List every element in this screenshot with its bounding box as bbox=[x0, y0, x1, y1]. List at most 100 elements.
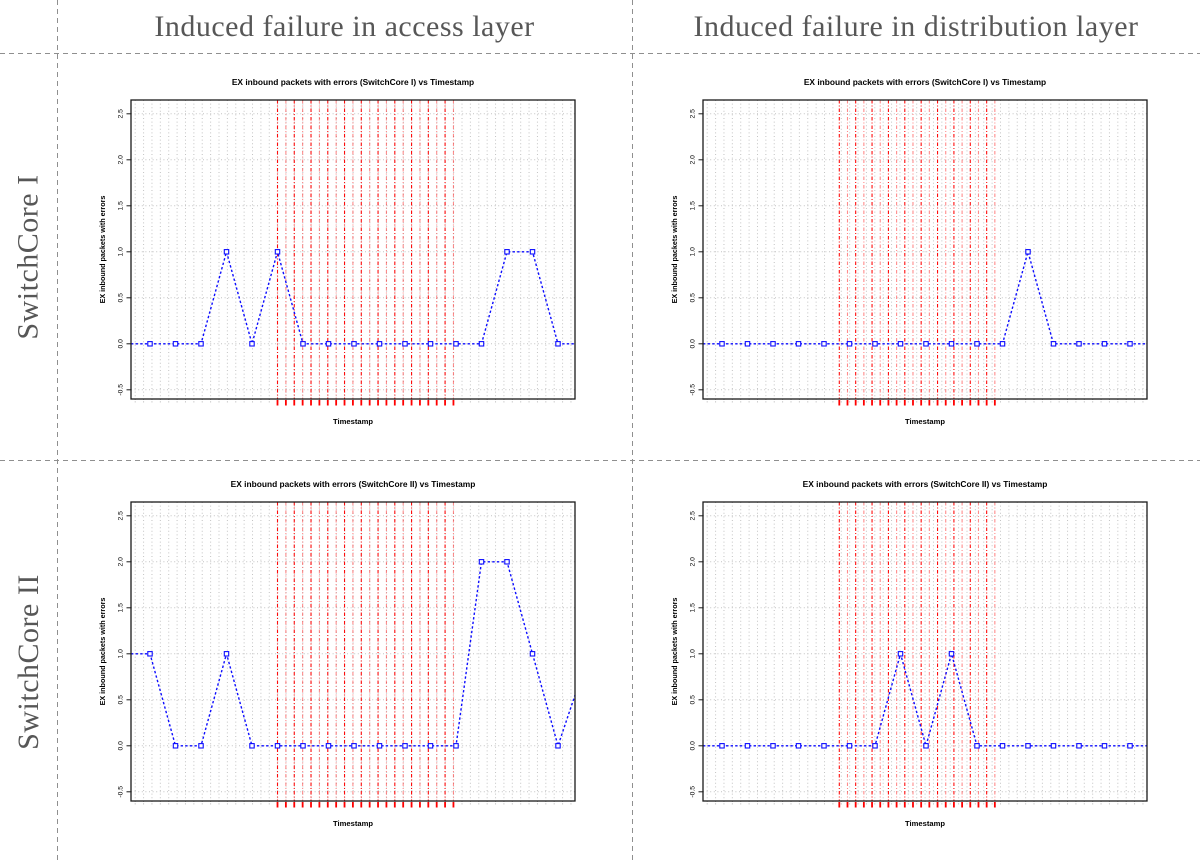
data-point-marker bbox=[402, 341, 408, 347]
data-point-marker bbox=[770, 341, 776, 347]
data-point-marker bbox=[274, 743, 281, 749]
y-tick-label: 1.0 bbox=[690, 649, 697, 659]
y-tick-label: 1.5 bbox=[118, 201, 125, 211]
y-tick-label: -0.5 bbox=[118, 384, 125, 396]
data-point-marker bbox=[274, 249, 281, 255]
y-tick-label: 2.0 bbox=[690, 155, 697, 165]
y-tick-label: 2.0 bbox=[690, 557, 697, 567]
data-point-marker bbox=[529, 651, 536, 657]
failure-window-lines bbox=[276, 100, 455, 406]
data-point-marker bbox=[923, 743, 929, 749]
failure-window-lines bbox=[276, 502, 455, 808]
data-point-marker bbox=[1025, 249, 1031, 255]
divider-vertical-row-labels bbox=[57, 0, 58, 864]
series-line bbox=[703, 651, 1147, 749]
column-header-distribution-layer: Induced failure in distribution layer bbox=[632, 0, 1200, 53]
y-tick-label: 1.0 bbox=[690, 247, 697, 257]
data-point-marker bbox=[223, 651, 230, 657]
data-point-marker bbox=[555, 743, 561, 749]
data-point-marker bbox=[1127, 341, 1133, 347]
plot-border bbox=[702, 501, 1148, 802]
y-axis: -0.5 0.0 0.5 1.0 1.5 2.0 2.5 bbox=[690, 511, 703, 798]
data-point-marker bbox=[300, 743, 306, 749]
plot-border bbox=[130, 501, 576, 802]
y-axis-label: EX inbound packets with errors bbox=[98, 598, 107, 706]
data-point-marker bbox=[198, 743, 204, 749]
plot-border bbox=[702, 99, 1148, 400]
data-point-marker bbox=[897, 651, 904, 657]
data-point-marker bbox=[504, 249, 510, 255]
column-header-access-layer-label: Induced failure in access layer bbox=[154, 9, 535, 43]
data-point-marker bbox=[719, 743, 725, 749]
data-point-marker bbox=[872, 341, 878, 347]
data-point-marker bbox=[249, 341, 255, 347]
data-point-marker bbox=[478, 341, 485, 347]
row-header-switchcore-i: SwitchCore I bbox=[0, 53, 57, 460]
data-point-marker bbox=[427, 743, 434, 749]
data-point-marker bbox=[1101, 743, 1108, 749]
data-point-marker bbox=[948, 341, 955, 347]
x-gridlines bbox=[706, 502, 1144, 806]
x-axis-label: Timestamp bbox=[905, 819, 945, 828]
y-tick-label: 0.5 bbox=[118, 293, 125, 303]
x-axis-label: Timestamp bbox=[333, 819, 373, 828]
data-point-marker bbox=[555, 341, 561, 347]
y-tick-label: 2.5 bbox=[118, 109, 125, 119]
x-axis-label: Timestamp bbox=[333, 417, 373, 426]
y-axis: -0.5 0.0 0.5 1.0 1.5 2.0 2.5 bbox=[690, 109, 703, 396]
x-gridlines bbox=[706, 100, 1144, 404]
chart-title: EX inbound packets with errors (SwitchCo… bbox=[804, 77, 1046, 87]
data-point-marker bbox=[402, 743, 408, 749]
series-markers bbox=[147, 249, 561, 347]
data-point-marker bbox=[999, 743, 1006, 749]
data-point-marker bbox=[974, 743, 980, 749]
data-point-marker bbox=[223, 249, 230, 255]
data-point-marker bbox=[376, 743, 383, 749]
column-header-distribution-layer-label: Induced failure in distribution layer bbox=[693, 9, 1139, 43]
x-axis-label: Timestamp bbox=[905, 417, 945, 426]
y-axis-label: EX inbound packets with errors bbox=[670, 598, 679, 706]
data-point-marker bbox=[821, 743, 827, 749]
y-axis-label: EX inbound packets with errors bbox=[98, 196, 107, 304]
y-axis: -0.5 0.0 0.5 1.0 1.5 2.0 2.5 bbox=[118, 109, 131, 396]
data-point-marker bbox=[529, 249, 536, 255]
data-point-marker bbox=[504, 559, 510, 565]
data-point-marker bbox=[1050, 341, 1057, 347]
divider-horizontal-header bbox=[0, 53, 1200, 54]
data-point-marker bbox=[351, 341, 357, 347]
y-axis-label: EX inbound packets with errors bbox=[670, 196, 679, 304]
chart-switchcore-ii-distribution-layer: -0.5 0.0 0.5 1.0 1.5 2.0 2.5 EX inbound packets… bbox=[670, 479, 1148, 828]
series-markers bbox=[147, 559, 561, 749]
data-point-marker bbox=[1050, 743, 1057, 749]
data-point-marker bbox=[770, 743, 776, 749]
data-point-marker bbox=[147, 341, 153, 347]
y-tick-label: 0.5 bbox=[118, 695, 125, 705]
divider-vertical-columns bbox=[632, 0, 633, 864]
y-tick-label: 1.5 bbox=[118, 603, 125, 613]
chart-switchcore-ii-access-layer: -0.5 0.0 0.5 1.0 1.5 2.0 2.5 EX inbound packets… bbox=[98, 479, 576, 828]
series-markers bbox=[719, 651, 1133, 749]
data-point-marker bbox=[719, 341, 725, 347]
y-axis: -0.5 0.0 0.5 1.0 1.5 2.0 2.5 bbox=[118, 511, 131, 798]
data-point-marker bbox=[1101, 341, 1108, 347]
data-point-marker bbox=[351, 743, 357, 749]
data-point-marker bbox=[999, 341, 1006, 347]
data-point-marker bbox=[1025, 743, 1031, 749]
data-point-marker bbox=[795, 341, 802, 347]
chart-switchcore-i-access-layer: -0.5 0.0 0.5 1.0 1.5 2.0 2.5 EX inbound packets… bbox=[98, 77, 576, 426]
y-tick-label: 1.5 bbox=[690, 603, 697, 613]
data-point-marker bbox=[325, 743, 332, 749]
y-tick-label: 2.0 bbox=[118, 557, 125, 567]
data-point-marker bbox=[948, 651, 955, 657]
y-tick-label: 0.5 bbox=[690, 293, 697, 303]
data-point-marker bbox=[897, 341, 904, 347]
row-header-switchcore-ii-label: SwitchCore II bbox=[11, 574, 45, 750]
data-point-marker bbox=[147, 651, 153, 657]
data-point-marker bbox=[1127, 743, 1133, 749]
data-point-marker bbox=[198, 341, 204, 347]
data-point-marker bbox=[821, 341, 827, 347]
y-tick-label: -0.5 bbox=[690, 786, 697, 798]
x-gridlines bbox=[134, 100, 572, 404]
series-markers bbox=[719, 249, 1133, 347]
failure-window-lines bbox=[838, 100, 996, 406]
